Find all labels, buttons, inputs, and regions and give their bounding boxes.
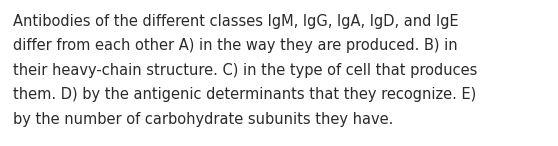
Text: them. D) by the antigenic determinants that they recognize. E): them. D) by the antigenic determinants t… [13, 87, 476, 102]
Text: by the number of carbohydrate subunits they have.: by the number of carbohydrate subunits t… [13, 112, 393, 127]
Text: their heavy-chain structure. C) in the type of cell that produces: their heavy-chain structure. C) in the t… [13, 63, 478, 78]
Text: Antibodies of the different classes IgM, IgG, IgA, IgD, and IgE: Antibodies of the different classes IgM,… [13, 14, 459, 29]
Text: differ from each other A) in the way they are produced. B) in: differ from each other A) in the way the… [13, 39, 458, 53]
